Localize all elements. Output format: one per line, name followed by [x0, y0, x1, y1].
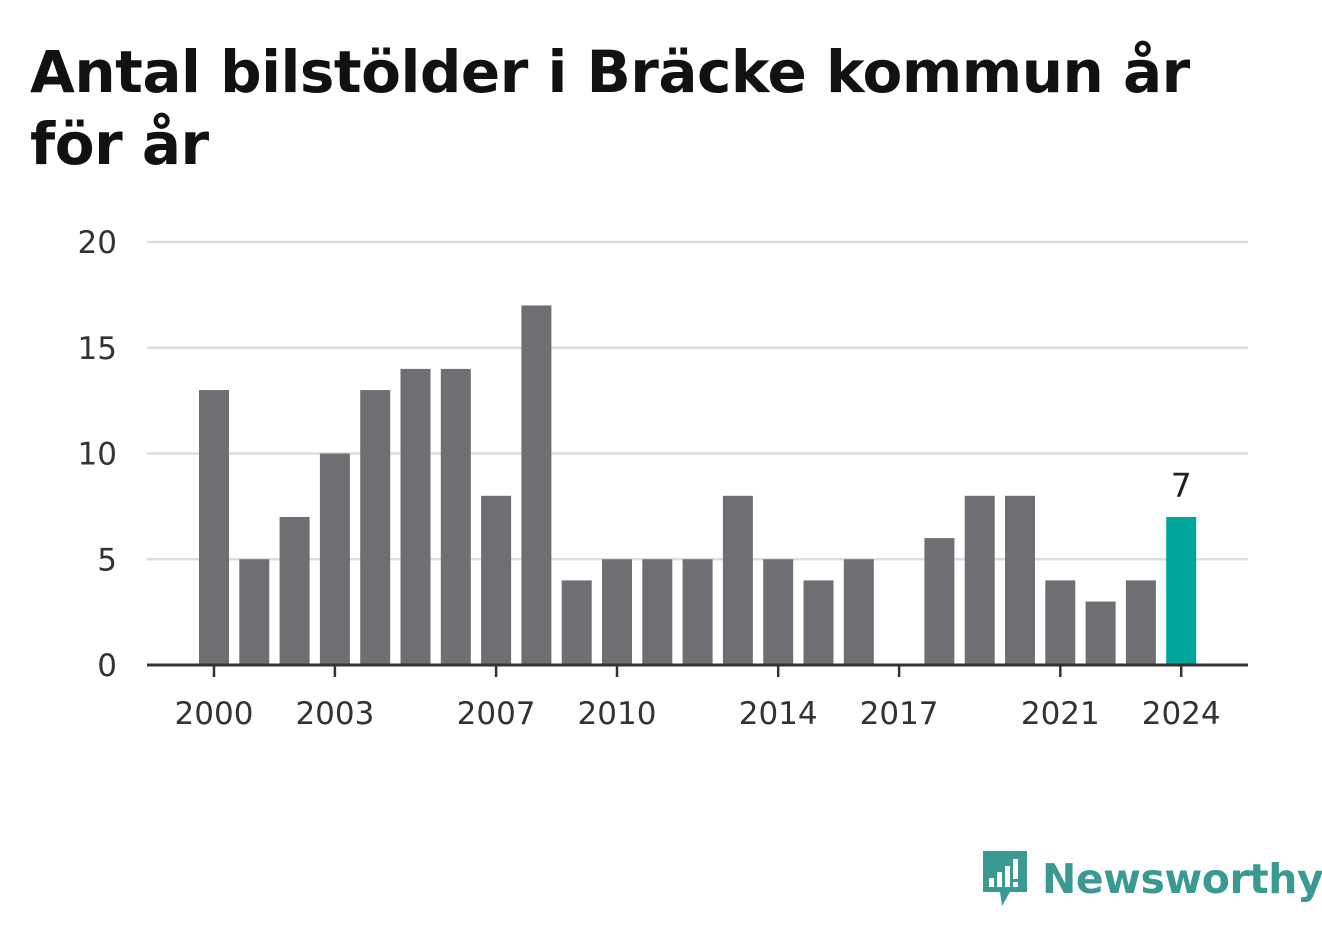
bar-2023 — [1125, 580, 1156, 665]
y-axis-ticks: 0 5 10 15 20 — [78, 225, 117, 684]
x-tick-label: 2010 — [578, 696, 657, 732]
x-tick-label: 2021 — [1021, 696, 1100, 732]
x-axis-ticks: 2000 2003 2007 2010 2014 2017 2021 2024 — [175, 665, 1221, 732]
chart-title: Antal bilstölder i Bräcke kommun år för … — [30, 38, 1190, 178]
bar-2001 — [239, 559, 270, 665]
bar-2013 — [722, 495, 753, 665]
newsworthy-logo-icon — [983, 851, 1027, 906]
bar-2008 — [521, 305, 552, 665]
y-tick-label: 0 — [97, 648, 117, 684]
bar-2005 — [400, 368, 431, 665]
y-tick-label: 20 — [78, 225, 117, 261]
bar-2002 — [279, 516, 310, 665]
bars — [199, 305, 1197, 665]
brand-name: Newsworthy — [1042, 855, 1322, 903]
bar-2020 — [1005, 495, 1035, 665]
gridlines — [147, 240, 1248, 561]
bar-2015 — [803, 580, 834, 665]
bar-2003 — [319, 453, 350, 665]
bar-2014 — [763, 559, 794, 665]
x-tick-label: 2014 — [739, 696, 818, 732]
bar-2011 — [642, 559, 673, 665]
bar-2024 — [1166, 516, 1197, 665]
bar-2016 — [843, 559, 874, 665]
bar-2004 — [360, 390, 391, 665]
bar-2022 — [1085, 601, 1116, 665]
bar-2019 — [964, 495, 995, 665]
x-tick-label: 2007 — [457, 696, 536, 732]
bar-2010 — [602, 559, 632, 665]
y-tick-label: 5 — [97, 542, 117, 578]
bar-2018 — [924, 538, 955, 665]
bar-2006 — [440, 368, 471, 665]
bar-2021 — [1045, 580, 1076, 665]
x-tick-label: 2017 — [860, 696, 939, 732]
data-labels: 7 — [1171, 466, 1192, 505]
y-tick-label: 15 — [78, 331, 117, 367]
y-tick-label: 10 — [78, 437, 117, 473]
brand-logo: Newsworthy — [980, 848, 1322, 910]
bar-2007 — [481, 495, 512, 665]
bar-2009 — [561, 580, 592, 665]
x-tick-label: 2024 — [1142, 696, 1221, 732]
bar-chart: 0 5 10 15 20 2000 2003 2007 2010 2014 2017 2021 202… — [78, 225, 1248, 732]
x-tick-label: 2003 — [295, 696, 374, 732]
bar-2000 — [199, 390, 229, 665]
data-label-2024: 7 — [1171, 466, 1192, 505]
x-tick-label: 2000 — [175, 696, 254, 732]
bar-2012 — [682, 559, 713, 665]
